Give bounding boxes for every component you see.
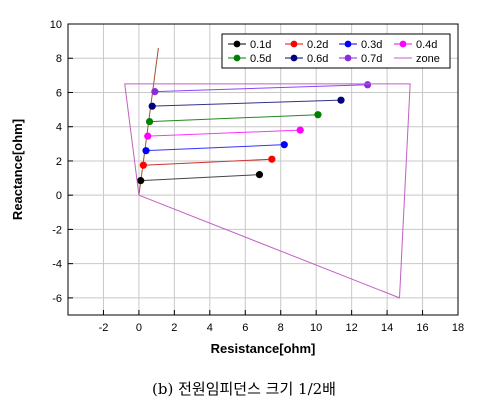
y-tick-label: 8 (56, 53, 62, 65)
legend-label: 0.3d (361, 39, 382, 51)
axis-ticks: -2 0 2 4 6 8 10 12 14 16 18 -6 -4 -2 0 2 4 6 8 10 (50, 19, 464, 334)
data-point (363, 81, 372, 89)
legend-marker (344, 54, 352, 62)
data-point (255, 171, 264, 179)
legend-label: 0.7d (361, 53, 382, 65)
x-tick-label: 8 (278, 322, 284, 334)
trajectory-line (149, 114, 318, 123)
legend-marker (399, 40, 407, 48)
legend-label: 0.1d (250, 39, 271, 51)
data-point (337, 96, 345, 104)
legend-label: 0.5d (250, 53, 271, 65)
x-tick-label: 2 (171, 322, 177, 334)
trajectory-line (145, 144, 285, 152)
y-axis-label: Reactance[ohm] (10, 119, 25, 220)
x-tick-label: 16 (416, 322, 428, 334)
legend-box (221, 33, 451, 69)
data-point-start (145, 117, 154, 126)
zone-polygon (124, 83, 411, 299)
data-point-start (142, 147, 150, 155)
y-tick-label: 6 (56, 87, 62, 99)
legend-marker (290, 40, 298, 48)
data-point (314, 111, 322, 119)
trajectory-line (154, 84, 368, 93)
plot-area (124, 47, 411, 299)
trajectory-line (147, 129, 301, 137)
legend-label: 0.6d (307, 53, 328, 65)
data-point-start (144, 132, 152, 140)
x-tick-label: 18 (452, 322, 464, 334)
x-tick-label: 10 (310, 322, 322, 334)
y-tick-label: 0 (56, 190, 62, 202)
x-tick-label: 0 (136, 322, 142, 334)
x-axis-label: Resistance[ohm] (211, 341, 316, 356)
legend-label: zone (416, 53, 440, 65)
y-tick-label: 4 (56, 122, 62, 134)
figure-caption: (b) 전원임피던스 크기 1/2배 (152, 380, 336, 398)
y-tick-label: -4 (52, 259, 62, 271)
legend-marker (344, 40, 352, 48)
data-point-start (137, 177, 145, 185)
data-point (296, 126, 304, 134)
y-tick-label: 2 (56, 156, 62, 168)
x-tick-label: -2 (99, 322, 109, 334)
data-point (268, 155, 276, 163)
data-point-start (148, 102, 156, 110)
legend-marker (233, 40, 241, 48)
trajectory-line (143, 158, 272, 166)
legend-label: 0.2d (307, 39, 328, 51)
legend-marker (290, 54, 298, 62)
legend-marker (233, 54, 241, 62)
legend-label: 0.4d (416, 39, 437, 51)
x-tick-label: 4 (207, 322, 213, 334)
data-point-start (139, 161, 147, 169)
y-tick-label: -6 (52, 293, 62, 305)
y-tick-label: 10 (50, 19, 62, 31)
trajectory-line (140, 174, 260, 182)
trajectory-line (152, 99, 342, 107)
data-point (280, 141, 288, 149)
x-tick-label: 14 (381, 322, 393, 334)
x-tick-label: 6 (242, 322, 248, 334)
plot-frame (67, 23, 459, 316)
chart: -2 0 2 4 6 8 10 12 14 16 18 -6 -4 -2 0 2 4 6 8 10 Resistanc… (10, 19, 464, 356)
legend: 0.1d 0.2d 0.3d 0.4d 0.5d 0.6d 0.7d zone (221, 33, 451, 69)
y-tick-label: -2 (52, 224, 62, 236)
data-point-start (151, 88, 159, 96)
x-tick-label: 12 (346, 322, 358, 334)
